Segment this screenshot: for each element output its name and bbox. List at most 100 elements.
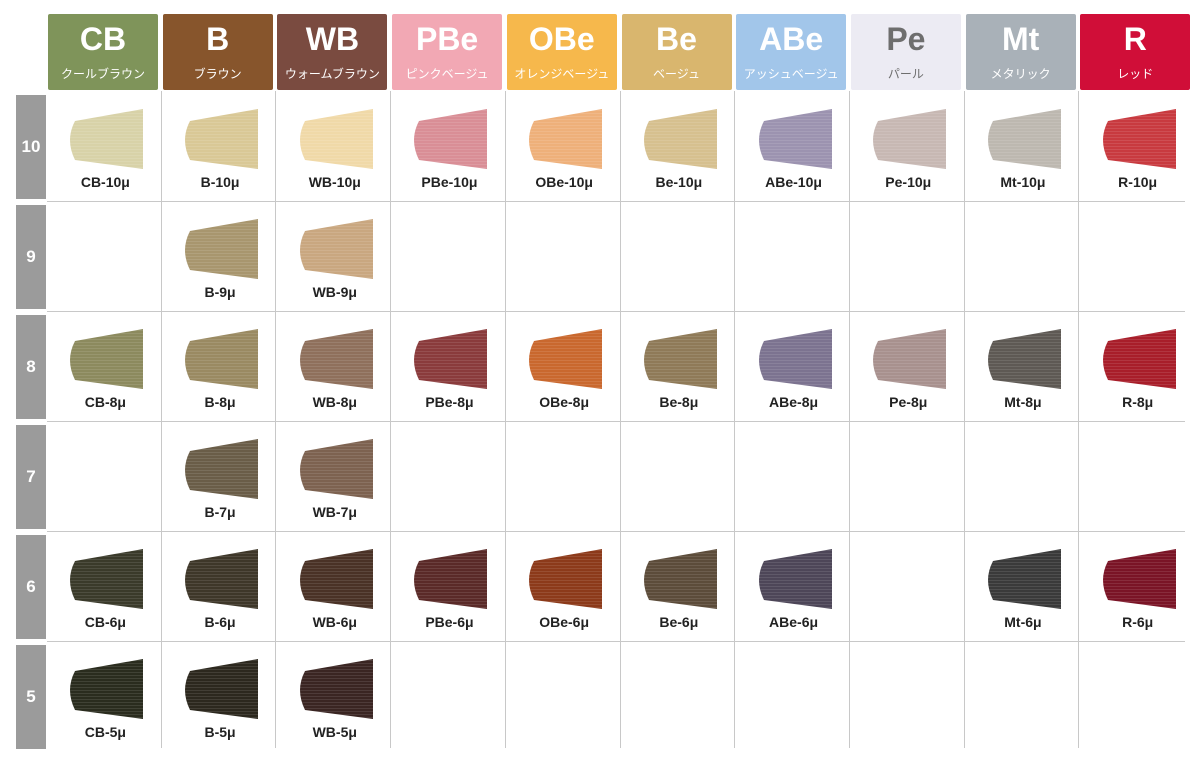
grid-divider [47,201,1185,202]
hair-swatch[interactable] [181,439,259,499]
swatch-label: R-10μ [1118,174,1158,190]
swatch-label: CB-8μ [84,394,126,410]
grid-divider [390,91,392,748]
grid-divider [275,91,277,748]
swatch-label: Mt-6μ [1004,614,1042,630]
hair-swatch[interactable] [181,549,259,609]
color-code: Mt [1001,21,1040,57]
swatch-label: ABe-10μ [765,174,822,190]
column-header-pe: Pe パール [850,14,961,90]
swatch-label: OBe-10μ [535,174,593,190]
hair-swatch[interactable] [1099,549,1177,609]
color-code: PBe [415,21,479,57]
hair-swatch[interactable] [640,549,718,609]
hair-swatch[interactable] [525,549,603,609]
column-header-wb: WB ウォームブラウン [277,14,388,90]
hair-swatch[interactable] [1099,109,1177,169]
swatch-label: Be-8μ [659,394,699,410]
grid-divider [848,91,850,748]
column-header-abe: ABe アッシュベージュ [736,14,847,90]
swatch-label: WB-5μ [312,724,357,740]
hair-swatch[interactable] [755,549,833,609]
hair-swatch[interactable] [984,109,1062,169]
swatch-label: B-7μ [204,504,236,520]
hair-swatch[interactable] [755,109,833,169]
hair-swatch[interactable] [296,439,374,499]
swatch-label: CB-6μ [84,614,126,630]
color-name: アッシュベージュ [743,67,839,81]
hair-swatch[interactable] [296,659,374,719]
hair-swatch[interactable] [640,109,718,169]
color-code: R [1123,21,1147,57]
hair-swatch[interactable] [296,549,374,609]
swatch-label: PBe-6μ [425,614,474,630]
hair-swatch[interactable] [181,329,259,389]
hair-swatch[interactable] [66,659,144,719]
color-code: Pe [886,21,926,57]
color-name: ウォームブラウン [284,67,380,81]
color-code: ABe [759,21,824,57]
grid-divider [504,91,506,748]
swatch-label: B-10μ [200,174,240,190]
hair-swatch[interactable] [869,109,947,169]
color-name: メタリック [990,67,1051,81]
swatch-label: WB-7μ [312,504,357,520]
swatch-label: B-6μ [204,614,236,630]
hair-swatch[interactable] [66,549,144,609]
swatch-label: B-5μ [204,724,236,740]
swatch-label: WB-8μ [312,394,357,410]
swatch-label: ABe-6μ [769,614,819,630]
column-header-obe: OBe オレンジベージュ [506,14,617,90]
hair-swatch[interactable] [755,329,833,389]
hair-swatch[interactable] [984,549,1062,609]
grid-divider [47,531,1185,532]
hair-swatch[interactable] [525,109,603,169]
hair-swatch[interactable] [296,329,374,389]
color-code: OBe [528,21,595,57]
hair-swatch[interactable] [296,109,374,169]
row-level-label: 9 [16,205,46,309]
color-code: CB [79,21,127,57]
swatch-label: B-8μ [204,394,236,410]
grid-divider [47,641,1185,642]
hair-swatch[interactable] [181,109,259,169]
color-name: ベージュ [653,67,700,81]
row-level-label: 8 [16,315,46,419]
column-header-cb: CB クールブラウン [48,14,158,90]
swatch-label: ABe-8μ [769,394,819,410]
swatch-label: CB-5μ [84,724,126,740]
hair-swatch[interactable] [640,329,718,389]
swatch-label: Pe-10μ [885,174,932,190]
swatch-label: R-8μ [1122,394,1154,410]
grid-divider [1078,91,1080,748]
grid-divider [619,91,621,748]
hair-swatch[interactable] [296,219,374,279]
hair-swatch[interactable] [66,109,144,169]
hair-swatch[interactable] [410,109,488,169]
hair-swatch[interactable] [66,329,144,389]
swatch-label: Pe-8μ [889,394,928,410]
grid-divider [963,91,965,748]
hair-swatch[interactable] [525,329,603,389]
color-name: ブラウン [193,67,242,81]
swatch-label: B-9μ [204,284,236,300]
color-name: レッド [1117,67,1154,81]
color-name: オレンジベージュ [514,67,610,81]
swatch-label: WB-9μ [312,284,357,300]
grid-divider [47,421,1185,422]
hair-swatch[interactable] [1099,329,1177,389]
column-header-pbe: PBe ピンクベージュ [392,14,503,90]
color-code: WB [305,21,360,57]
hair-swatch[interactable] [181,659,259,719]
hair-swatch[interactable] [410,549,488,609]
swatch-label: Be-6μ [659,614,699,630]
hair-swatch[interactable] [181,219,259,279]
grid-divider [734,91,736,748]
row-level-label: 6 [16,535,46,639]
hair-swatch[interactable] [869,329,947,389]
column-header-r: R レッド [1080,14,1191,90]
swatch-label: PBe-10μ [421,174,478,190]
hair-swatch[interactable] [984,329,1062,389]
grid-divider [47,311,1185,312]
hair-swatch[interactable] [410,329,488,389]
